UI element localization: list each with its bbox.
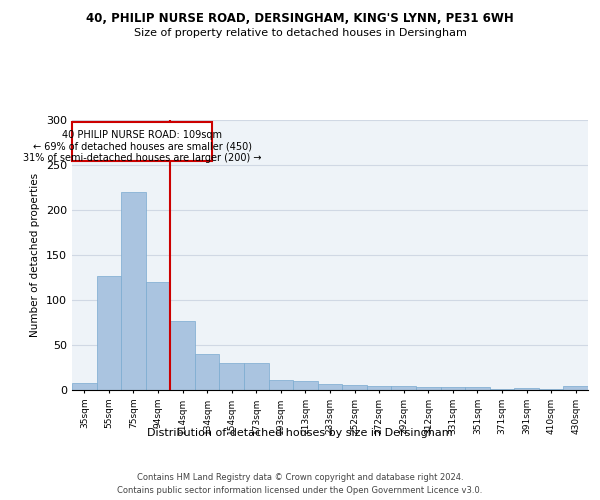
Bar [563,386,588,390]
Bar [72,383,97,390]
Bar [539,389,563,390]
Text: 40, PHILIP NURSE ROAD, DERSINGHAM, KING'S LYNN, PE31 6WH: 40, PHILIP NURSE ROAD, DERSINGHAM, KING'… [86,12,514,26]
Text: 31% of semi-detached houses are larger (200) →: 31% of semi-detached houses are larger (… [23,154,261,164]
Bar [146,282,170,390]
Text: Size of property relative to detached houses in Dersingham: Size of property relative to detached ho… [134,28,466,38]
Bar [121,192,146,390]
Bar [391,386,416,390]
Bar [220,363,244,390]
Bar [269,380,293,390]
Bar [416,388,440,390]
Bar [318,384,342,390]
Bar [367,386,391,390]
Bar [170,320,195,390]
Bar [465,388,490,390]
Bar [490,389,514,390]
Bar [293,381,318,390]
Bar [244,363,269,390]
Text: Contains HM Land Registry data © Crown copyright and database right 2024.: Contains HM Land Registry data © Crown c… [137,472,463,482]
Y-axis label: Number of detached properties: Number of detached properties [31,173,40,337]
Bar [195,354,220,390]
Text: Distribution of detached houses by size in Dersingham: Distribution of detached houses by size … [147,428,453,438]
Bar [97,276,121,390]
Bar [514,388,539,390]
Text: 40 PHILIP NURSE ROAD: 109sqm: 40 PHILIP NURSE ROAD: 109sqm [62,130,222,140]
Text: Contains public sector information licensed under the Open Government Licence v3: Contains public sector information licen… [118,486,482,495]
FancyBboxPatch shape [72,122,212,160]
Bar [440,388,465,390]
Text: ← 69% of detached houses are smaller (450): ← 69% of detached houses are smaller (45… [32,142,251,152]
Bar [342,384,367,390]
